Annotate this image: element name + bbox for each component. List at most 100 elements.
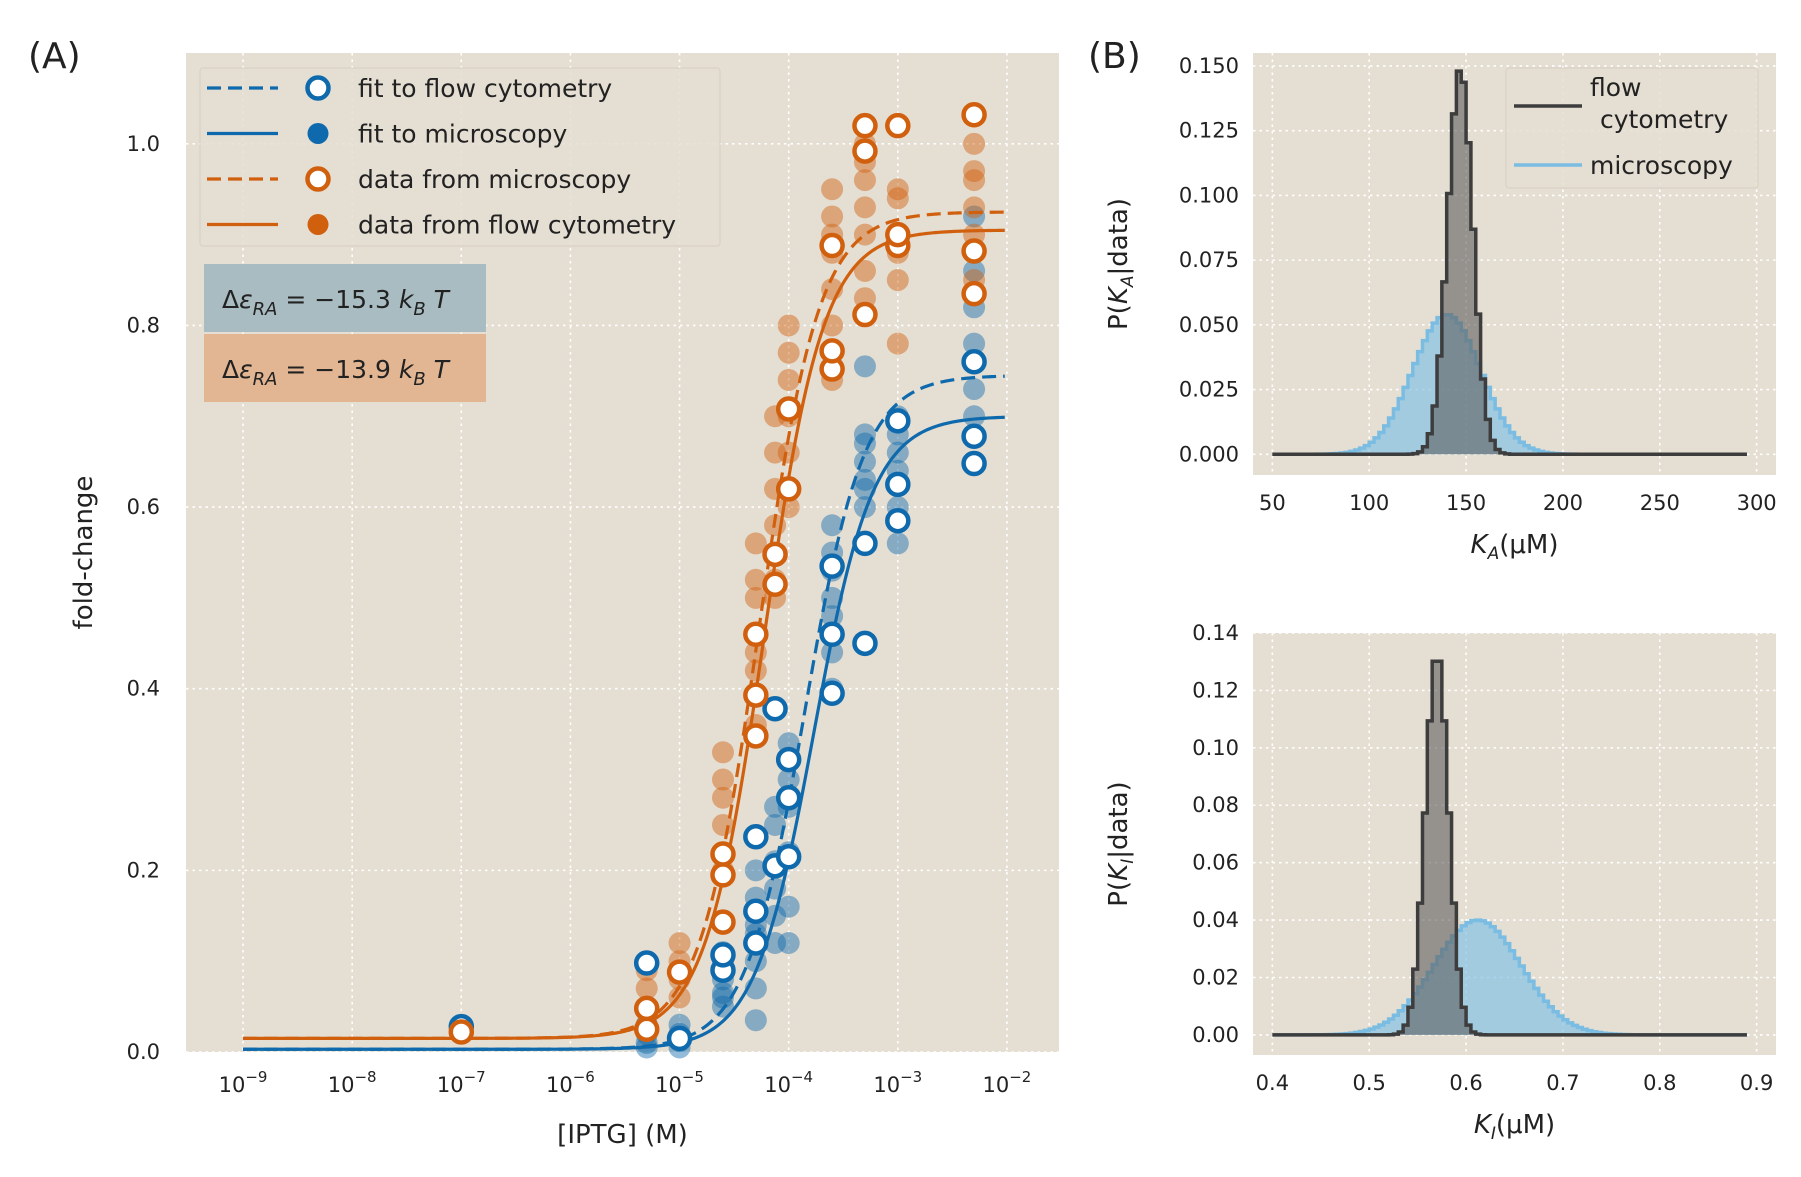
data-point-flow-blue [711, 986, 734, 1009]
y-tick-label: 0.08 [1192, 793, 1239, 817]
data-point-flow-orange [635, 977, 658, 1000]
data-point-microscopy-orange [762, 541, 788, 568]
data-point-flow-orange [963, 169, 986, 192]
data-point-flow-blue [853, 423, 876, 446]
y-tick-label: 0.10 [1192, 736, 1239, 760]
annotation-box [204, 334, 486, 402]
histogram-outline [1272, 69, 1747, 457]
data-point-microscopy-blue [743, 824, 769, 850]
data-point-flow-orange [963, 132, 986, 155]
data-point-flow-blue [853, 468, 876, 491]
y-tick-label: 0.050 [1179, 313, 1239, 337]
data-point-flow-blue [821, 514, 844, 537]
data-point-microscopy-blue [819, 621, 845, 647]
legend-marker [305, 166, 331, 192]
y-tick-label: 0.4 [127, 677, 160, 701]
y-tick-label: 0.2 [127, 858, 160, 882]
data-point-flow-orange [777, 341, 800, 364]
data-point-flow-blue [853, 355, 876, 378]
x-tick-label: 10−4 [764, 1068, 813, 1097]
data-point-flow-blue [744, 859, 767, 882]
y-tick-label: 0.12 [1192, 678, 1239, 702]
data-point-microscopy-orange [762, 571, 788, 598]
data-point-microscopy-blue [852, 630, 878, 657]
x-axis-label: [IPTG] (M) [557, 1120, 688, 1150]
data-point-microscopy-orange [852, 301, 878, 328]
y-axis-label: fold-change [69, 476, 99, 630]
data-point-flow-orange [821, 205, 844, 228]
y-tick-label: 1.0 [127, 132, 160, 156]
y-tick-label: 0.14 [1192, 621, 1239, 645]
data-point-flow-blue [777, 932, 800, 955]
data-point-flow-blue [764, 813, 787, 836]
y-tick-label: 0.075 [1179, 248, 1239, 272]
data-point-flow-blue [777, 895, 800, 918]
legend-label: cytometry [1600, 105, 1728, 134]
x-tick-label: 250 [1640, 491, 1680, 515]
y-tick-label: 0.150 [1179, 54, 1239, 78]
x-tick-label: 10−9 [219, 1068, 268, 1097]
data-point-microscopy-orange [743, 682, 769, 708]
data-point-microscopy-orange [710, 909, 736, 935]
x-tick-label: 150 [1446, 491, 1486, 515]
x-tick-label: 0.9 [1740, 1071, 1773, 1095]
data-point-flow-orange [853, 196, 876, 219]
panel-label-a: (A) [28, 36, 81, 77]
x-tick-label: 0.5 [1353, 1071, 1386, 1095]
data-point-microscopy-blue [819, 553, 845, 579]
data-point-microscopy-orange [666, 959, 693, 985]
x-tick-label: 10−6 [546, 1068, 595, 1097]
data-point-microscopy-orange [852, 112, 878, 139]
data-point-microscopy-blue [961, 423, 987, 450]
histogram-outline [1272, 659, 1747, 1037]
data-point-microscopy-blue [775, 843, 802, 870]
legend-box [199, 67, 721, 247]
data-point-microscopy-blue [762, 695, 788, 722]
data-point-flow-blue [963, 259, 986, 282]
data-point-flow-orange [777, 368, 800, 391]
panel-b-ka: 50 100 150 200 250 300 0.000 0.025 0.050 0.075 0.1… [1088, 36, 1777, 564]
x-tick-label: 100 [1349, 491, 1389, 515]
legend-label: data from microscopy [358, 165, 631, 194]
data-point-microscopy-orange [775, 396, 802, 422]
data-point-microscopy-blue [885, 408, 911, 434]
y-axis-label: P(KA|data) [1104, 198, 1138, 330]
data-point-flow-blue [821, 586, 844, 609]
data-point-microscopy-orange [819, 338, 845, 364]
data-point-flow-blue [886, 532, 909, 555]
data-point-microscopy-blue [961, 450, 987, 477]
y-tick-label: 0.8 [127, 313, 160, 337]
data-point-microscopy-blue [743, 930, 769, 956]
data-point-microscopy-orange [961, 280, 987, 307]
data-point-microscopy-orange [961, 102, 987, 128]
data-point-microscopy-orange [710, 862, 736, 888]
data-point-microscopy-orange [885, 112, 911, 139]
legend-marker [307, 123, 329, 144]
data-point-flow-orange [963, 160, 986, 183]
annotation-text: ΔεRA = −13.9 kB T [222, 355, 451, 390]
data-point-microscopy-orange [743, 621, 769, 647]
data-point-flow-orange [744, 532, 767, 555]
panel-a: 10−9 10−8 10−7 10−6 10−5 10−4 10−3 10−2 0.0 0.2 0.… [28, 36, 1059, 1150]
y-tick-label: 0.06 [1192, 851, 1239, 875]
data-point-flow-orange [744, 568, 767, 591]
legend-label: data from flow cytometry [358, 211, 676, 240]
legend: fit to flow cytometry fit to microscopy da… [199, 67, 721, 247]
y-tick-label: 0.02 [1192, 965, 1239, 989]
annotation-text: ΔεRA = −15.3 kB T [222, 285, 451, 320]
y-tick-label: 0.6 [127, 495, 160, 519]
y-tick-label: 0.00 [1192, 1023, 1239, 1047]
data-point-flow-orange [963, 196, 986, 219]
data-point-microscopy-orange [852, 138, 878, 164]
data-point-flow-blue [744, 1009, 767, 1032]
x-tick-label: 300 [1737, 491, 1777, 515]
data-point-flow-blue [963, 405, 986, 428]
data-point-flow-orange [886, 187, 909, 210]
data-point-flow-blue [963, 332, 986, 355]
data-point-flow-orange [711, 741, 734, 764]
y-tick-label: 0.125 [1179, 119, 1239, 143]
legend-marker [305, 75, 331, 101]
data-point-flow-orange [764, 441, 787, 464]
y-tick-label: 0.000 [1179, 442, 1239, 466]
data-point-flow-orange [886, 269, 909, 292]
